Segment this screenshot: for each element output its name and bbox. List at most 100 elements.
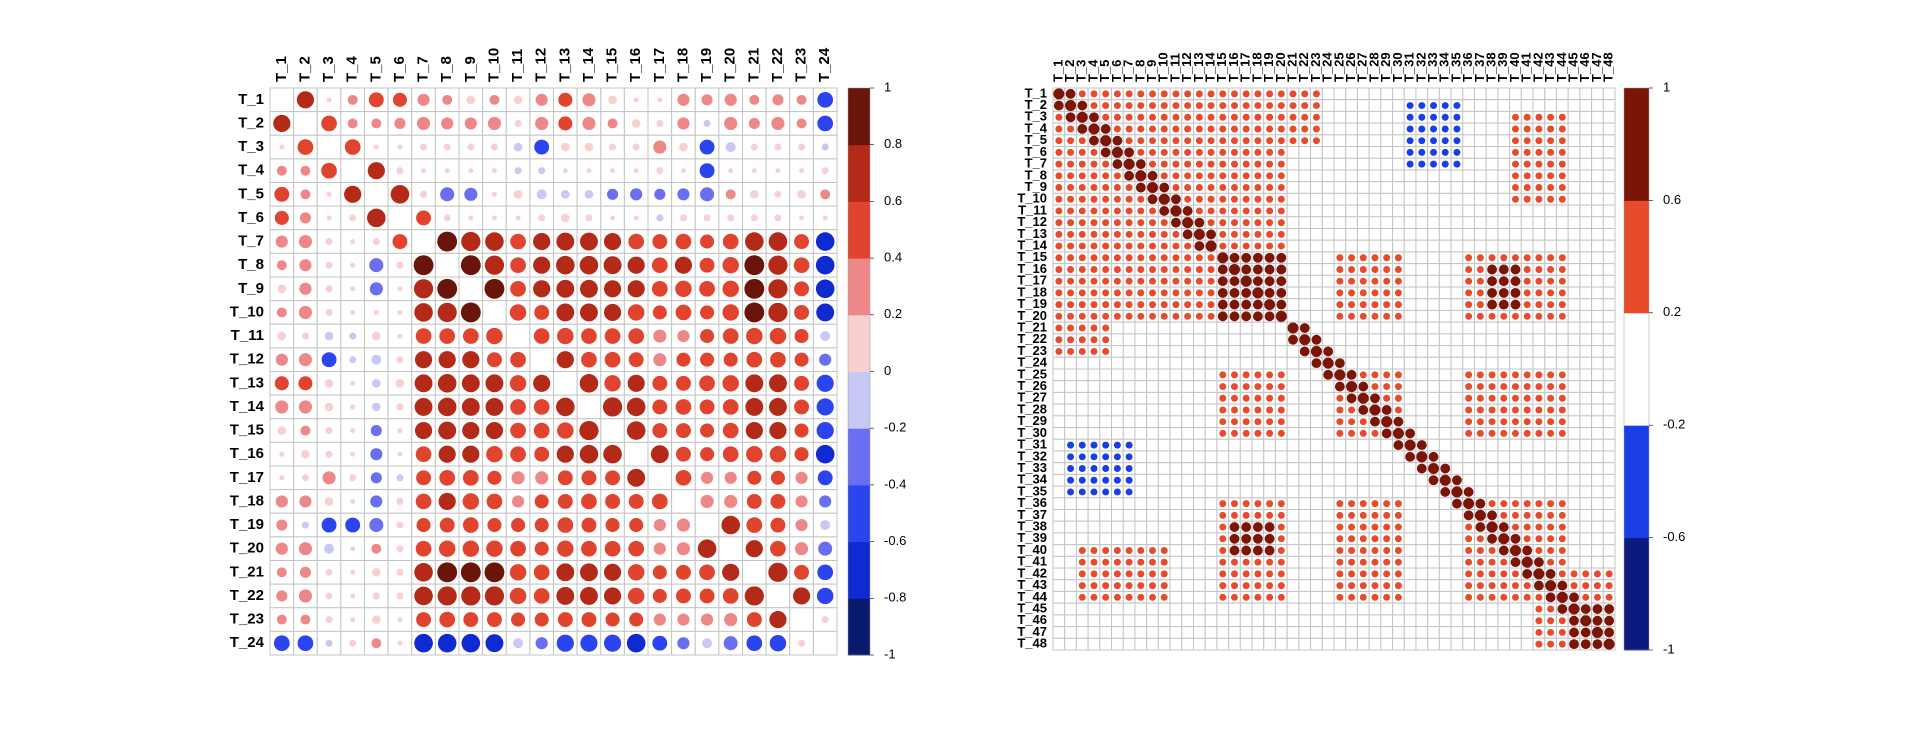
- cell: [1602, 228, 1616, 241]
- correlation-dot: [556, 397, 575, 417]
- correlation-dot: [1241, 252, 1252, 263]
- correlation-dot: [1312, 137, 1320, 145]
- correlation-dot: [794, 281, 810, 297]
- cell: [1345, 99, 1358, 112]
- cell: [1555, 473, 1569, 487]
- cell: [1438, 590, 1452, 604]
- cell: [1321, 473, 1335, 487]
- correlation-dot: [1488, 394, 1496, 402]
- correlation-dot: [510, 351, 526, 368]
- correlation-dot: [1242, 394, 1250, 402]
- cell: [1298, 263, 1312, 276]
- correlation-dot: [1090, 242, 1098, 250]
- cell: [1216, 485, 1230, 499]
- correlation-dot: [1346, 393, 1357, 404]
- correlation-dot: [1135, 170, 1147, 182]
- correlation-dot: [1323, 346, 1334, 357]
- cell: [1345, 239, 1358, 253]
- cell: [1274, 450, 1288, 464]
- correlation-dot: [275, 235, 288, 248]
- cell: [1075, 532, 1089, 546]
- correlation-dot: [1113, 195, 1121, 203]
- cell: [1450, 590, 1464, 604]
- cell: [1450, 415, 1464, 429]
- cell: [1345, 169, 1358, 183]
- correlation-dot: [535, 93, 548, 106]
- correlation-dot: [414, 421, 433, 440]
- cell: [1157, 333, 1171, 347]
- correlation-dot: [607, 188, 619, 200]
- cell: [1474, 485, 1487, 499]
- correlation-dot: [438, 540, 456, 557]
- correlation-dot: [584, 142, 594, 152]
- correlation-dot: [1090, 184, 1098, 192]
- correlation-dot: [1067, 301, 1075, 309]
- correlation-dot: [1371, 265, 1379, 273]
- cell: [1181, 532, 1194, 546]
- cell: [1591, 87, 1604, 101]
- correlation-dot: [397, 286, 403, 292]
- correlation-dot: [513, 638, 524, 649]
- cell: [1134, 333, 1148, 347]
- correlation-dot: [1102, 219, 1110, 227]
- correlation-dot: [1147, 182, 1159, 194]
- cell: [1169, 509, 1183, 522]
- cell: [1544, 345, 1557, 358]
- correlation-dot: [1113, 289, 1121, 297]
- cell: [1146, 380, 1159, 393]
- correlation-dot: [1184, 301, 1192, 309]
- correlation-dot: [605, 612, 620, 627]
- cell: [1579, 403, 1593, 417]
- correlation-dot: [1535, 254, 1543, 262]
- cell: [1392, 614, 1405, 628]
- correlation-dot: [324, 379, 334, 388]
- cell: [1368, 239, 1382, 253]
- correlation-dot: [1207, 90, 1215, 98]
- cell: [1310, 614, 1323, 628]
- correlation-dot: [1511, 254, 1519, 262]
- cell: [1602, 146, 1616, 159]
- cell: [1438, 263, 1452, 276]
- cell: [1497, 438, 1511, 452]
- correlation-dot: [1453, 160, 1461, 168]
- correlation-dot: [1523, 277, 1531, 285]
- correlation-dot: [822, 215, 828, 221]
- cell: [1298, 497, 1312, 510]
- correlation-dot: [349, 639, 357, 647]
- correlation-dot: [533, 422, 550, 439]
- correlation-dot: [511, 471, 525, 485]
- cell: [1427, 427, 1440, 440]
- correlation-dot: [1289, 102, 1297, 110]
- correlation-dot: [1418, 137, 1426, 145]
- cell: [1075, 391, 1089, 405]
- cell: [1368, 485, 1382, 499]
- correlation-dot: [770, 540, 786, 557]
- column-label: T_7: [415, 56, 432, 82]
- cell: [1567, 450, 1581, 464]
- cell: [1509, 485, 1522, 499]
- cell: [1075, 368, 1089, 382]
- correlation-dot: [1125, 289, 1133, 297]
- cell: [1321, 286, 1335, 300]
- cell: [1181, 555, 1194, 569]
- cell: [1415, 497, 1429, 510]
- cell: [364, 182, 389, 207]
- correlation-dot: [1547, 137, 1555, 145]
- cell: [1520, 450, 1534, 464]
- column-label: T_17: [651, 48, 668, 82]
- cell: [1146, 368, 1159, 382]
- correlation-dot: [1476, 371, 1484, 379]
- cell: [1591, 485, 1604, 499]
- cell: [576, 394, 602, 420]
- cell: [1356, 450, 1370, 464]
- cell: [1509, 228, 1522, 241]
- correlation-dot: [1276, 287, 1287, 298]
- correlation-dot: [1102, 230, 1110, 238]
- cell: [1415, 590, 1429, 604]
- cell: [1193, 532, 1206, 546]
- cell: [1450, 321, 1464, 335]
- correlation-dot: [746, 493, 762, 509]
- correlation-dot: [1123, 158, 1135, 170]
- correlation-dot: [745, 540, 763, 558]
- cell: [1380, 473, 1394, 487]
